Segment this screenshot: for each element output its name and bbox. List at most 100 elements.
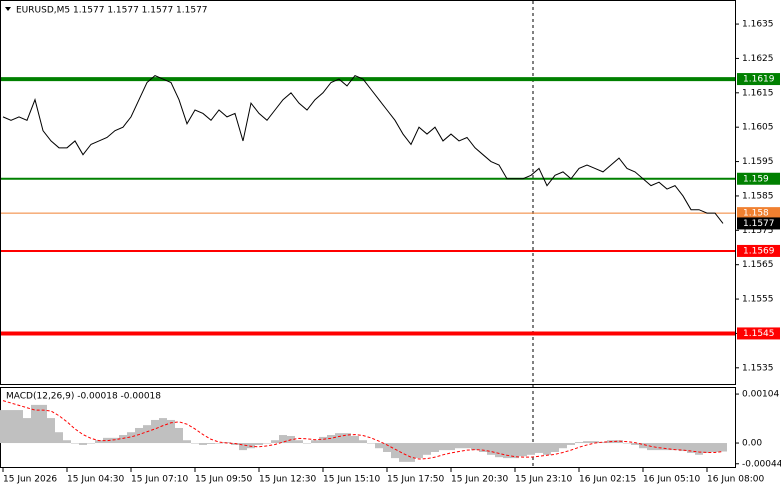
x-tick-label: 16 Jun 02:15: [579, 475, 636, 485]
macd-bar: [191, 443, 199, 444]
y-tick-label: 1.1605: [742, 123, 774, 133]
x-tick-label: 15 Jun 09:50: [195, 475, 252, 485]
macd-bar: [663, 443, 671, 451]
x-tick-label: 15 Jun 12:30: [259, 475, 316, 485]
macd-bar: [671, 443, 679, 451]
last-price-label: 1.1577: [743, 219, 775, 229]
macd-bar: [95, 440, 103, 444]
macd-bar: [239, 443, 247, 451]
macd-title: MACD(12,26,9) -0.00018 -0.00018: [6, 392, 161, 402]
macd-bar: [111, 437, 119, 444]
macd-bar: [263, 443, 271, 444]
macd-bar: [311, 440, 319, 444]
macd-bar: [127, 432, 135, 444]
macd-bar: [327, 435, 335, 444]
macd-bar: [175, 427, 183, 444]
y-tick-label: 1.1555: [742, 295, 774, 305]
macd-bar: [255, 443, 263, 445]
level-label-box: [737, 73, 780, 86]
macd-bar: [151, 419, 159, 444]
macd-bar: [55, 432, 63, 444]
y-tick-label: -0.00044: [742, 459, 781, 469]
y-tick-label: 1.1535: [742, 363, 774, 373]
macd-bar: [711, 443, 719, 452]
chart-title: EURUSD,M5 1.1577 1.1577 1.1577 1.1577: [16, 6, 208, 16]
x-tick-label: 15 Jun 04:30: [67, 475, 124, 485]
macd-bar: [63, 440, 71, 444]
macd-bar: [351, 435, 359, 444]
macd-bar: [159, 418, 167, 444]
price-frame: [0, 0, 736, 385]
menu-arrow: [5, 7, 11, 11]
macd-bar: [23, 418, 31, 444]
level-label-box: [737, 207, 780, 220]
macd-bar: [143, 425, 151, 444]
macd-bar: [551, 443, 559, 452]
macd-bar: [623, 443, 631, 444]
macd-bar: [319, 436, 327, 444]
macd-bar: [167, 419, 175, 444]
macd-bar: [695, 443, 703, 455]
level-label-box: [737, 172, 780, 185]
x-tick-label: 15 Jun 23:10: [515, 475, 572, 485]
macd-bar: [503, 443, 511, 459]
y-tick-label: 1.1625: [742, 54, 774, 64]
macd-bar: [479, 443, 487, 452]
macd-bar: [247, 443, 255, 449]
y-tick-label: 1.1635: [742, 20, 774, 30]
macd-bar: [215, 443, 223, 444]
macd-bar: [367, 443, 375, 444]
macd-bar: [295, 440, 303, 444]
macd-bar: [471, 443, 479, 451]
macd-bar: [543, 443, 551, 455]
level-label: 1.158: [743, 209, 769, 219]
macd-bar: [527, 443, 535, 455]
macd-bar: [303, 443, 311, 444]
signal-line: [2, 400, 724, 460]
level-label-box: [737, 327, 780, 340]
macd-bar: [631, 443, 639, 445]
macd-bar: [71, 443, 79, 444]
macd-bar: [207, 443, 215, 444]
macd-bar: [535, 443, 543, 453]
macd-bar: [183, 440, 191, 444]
macd-bar: [343, 433, 351, 444]
macd-bar: [391, 443, 399, 459]
macd-bar: [39, 404, 47, 444]
y-tick-label: 1.1615: [742, 88, 774, 98]
macd-bar: [335, 433, 343, 444]
macd-bar: [79, 443, 87, 445]
macd-bar: [455, 443, 463, 449]
macd-bar: [359, 440, 367, 444]
plot-layer: 1.1635 1.1625 1.1615 1.1605 1.1595 1.1585 1.15…: [0, 20, 781, 485]
macd-bar: [103, 437, 111, 444]
macd-bar: [655, 443, 663, 451]
macd-bar: [0, 410, 7, 444]
price-line: [2, 75, 724, 224]
x-tick-label: 15 Jun 20:30: [451, 475, 508, 485]
macd-bar: [511, 443, 519, 459]
y-tick-label: 0.00104: [742, 390, 779, 400]
macd-bar: [679, 443, 687, 452]
x-tick-label: 15 Jun 15:10: [323, 475, 380, 485]
macd-bar: [519, 443, 527, 457]
macd-bar: [15, 410, 23, 444]
macd-bar: [375, 443, 383, 449]
macd-bar: [591, 441, 599, 444]
x-tick-label: 15 Jun 17:50: [387, 475, 444, 485]
macd-bar: [87, 443, 95, 444]
macd-bar: [407, 443, 415, 462]
macd-bar: [615, 440, 623, 444]
x-tick-label: 16 Jun 05:10: [643, 475, 700, 485]
macd-bar: [135, 427, 143, 444]
y-tick-label: 0.00: [742, 439, 762, 449]
macd-bar: [383, 443, 391, 452]
macd-bar: [431, 443, 439, 452]
macd-bar: [583, 441, 591, 444]
macd-bar: [559, 443, 567, 449]
macd-bar: [271, 440, 279, 444]
macd-bar: [703, 443, 711, 453]
level-label: 1.1545: [743, 329, 775, 339]
